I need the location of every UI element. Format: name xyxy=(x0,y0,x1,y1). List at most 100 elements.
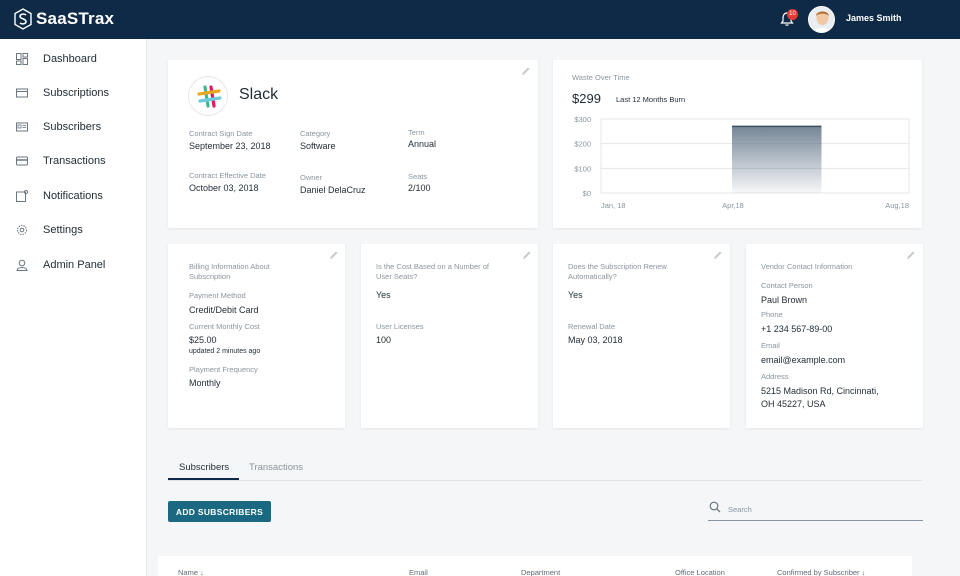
column-header-department[interactable]: Department xyxy=(521,568,561,576)
slack-icon xyxy=(197,85,222,108)
contract-effective-date: October 03, 2018 xyxy=(189,183,259,193)
user-name[interactable]: James Smith xyxy=(846,13,902,23)
vendor-contact-card: Vendor Contact Information Contact Perso… xyxy=(746,244,923,428)
owner-value: Daniel DelaCruz xyxy=(300,185,366,195)
address-line-1: 5215 Madison Rd, Cincinnati, xyxy=(761,386,879,396)
dashboard-icon xyxy=(16,53,28,65)
add-subscribers-button[interactable]: ADD SUBSCRIBERS xyxy=(168,501,271,522)
contract-effective-date-label: Contract Effective Date xyxy=(189,171,266,180)
category-value: Software xyxy=(300,141,336,151)
payment-frequency-label: Playment Frequency xyxy=(189,365,258,374)
top-bar: SaaSTrax 10 James Smith xyxy=(0,0,960,39)
contact-person-label: Contact Person xyxy=(761,281,813,290)
term-value: Annual xyxy=(408,139,437,149)
edit-icon[interactable] xyxy=(713,250,723,260)
edit-icon[interactable] xyxy=(522,250,532,260)
tab-transactions[interactable]: Transactions xyxy=(249,462,304,473)
phone-label: Phone xyxy=(761,310,783,319)
edit-icon[interactable] xyxy=(329,250,339,260)
transactions-icon xyxy=(16,156,28,166)
sidebar-item-label: Subscribers xyxy=(43,121,102,133)
tabs-divider xyxy=(168,480,922,481)
column-header-office-location[interactable]: Office Location xyxy=(675,568,725,576)
renewal-date-label: Renewal Date xyxy=(568,322,616,331)
seats-answer: Yes xyxy=(376,290,391,300)
app-name-title: Slack xyxy=(239,86,279,103)
admin-panel-icon xyxy=(16,259,28,271)
x-tick-label: Jan, 18 xyxy=(601,201,626,210)
sort-arrow-icon: ↓ xyxy=(200,568,204,576)
user-licenses-value: 100 xyxy=(376,335,392,345)
email-label: Email xyxy=(761,341,780,350)
monthly-cost-value: $25.00 xyxy=(189,335,217,345)
user-licenses-label: User Licenses xyxy=(376,322,424,331)
payment-method-value: Credit/Debit Card xyxy=(189,305,259,315)
vendor-title: Vendor Contact Information xyxy=(761,262,853,271)
term-label: Term xyxy=(408,128,425,137)
area-segment xyxy=(732,126,822,193)
payment-frequency-value: Monthly xyxy=(189,378,221,388)
sidebar-item-label: Admin Panel xyxy=(43,259,106,271)
sidebar-item-label: Notifications xyxy=(43,190,103,202)
contact-person-value: Paul Brown xyxy=(761,295,808,305)
renew-answer: Yes xyxy=(568,290,583,300)
column-header-name[interactable]: Name ↓ xyxy=(178,568,204,576)
y-tick-label: $300 xyxy=(574,115,591,124)
seats-value: 2/100 xyxy=(408,183,431,193)
sidebar-item-label: Transactions xyxy=(43,155,106,167)
subscriptions-icon xyxy=(16,88,28,98)
seats-question: Is the Cost Based on a Number of User Se… xyxy=(376,262,489,281)
address-line-2: OH 45227, USA xyxy=(761,399,826,409)
slack-logo xyxy=(188,76,228,116)
email-value[interactable]: email@example.com xyxy=(761,355,846,365)
column-header-email[interactable]: Email xyxy=(409,568,428,576)
sort-arrow-icon: ↓ xyxy=(861,568,866,576)
sidebar: Dashboard Subscriptions Subscribers Tran… xyxy=(0,39,147,576)
column-header-label: Name xyxy=(178,568,199,576)
sidebar-item-subscriptions[interactable]: Subscriptions xyxy=(0,78,147,108)
notifications-icon xyxy=(16,190,28,202)
settings-icon xyxy=(17,225,27,235)
waste-chart-card: Waste Over Time $299 Last 12 Months Burn… xyxy=(553,60,922,228)
payment-method-label: Payment Method xyxy=(189,291,246,300)
monthly-cost-label: Current Monthly Cost xyxy=(189,322,260,331)
app-details-card: Slack Contract Sign Date September 23, 2… xyxy=(168,60,538,228)
avatar-image xyxy=(809,7,834,32)
column-header-confirmed[interactable]: Confirmed by Subscriber ↓ xyxy=(777,568,865,576)
edit-icon[interactable] xyxy=(906,250,916,260)
y-tick-label: $0 xyxy=(583,189,591,198)
billing-title: Billing Information About Subscription xyxy=(189,262,270,281)
search-icon xyxy=(709,501,721,513)
tab-subscribers[interactable]: Subscribers xyxy=(179,462,230,473)
contract-sign-date-label: Contract Sign Date xyxy=(189,129,253,138)
billing-card: Billing Information About Subscription P… xyxy=(168,244,345,428)
address-label: Address xyxy=(761,372,789,381)
sidebar-item-label: Subscriptions xyxy=(43,87,110,99)
subscribers-table: Name ↓ Email Department Office Location … xyxy=(158,556,912,576)
sidebar-item-transactions[interactable]: Transactions xyxy=(0,146,147,176)
sidebar-item-subscribers[interactable]: Subscribers xyxy=(0,112,147,142)
logo-icon xyxy=(14,8,32,30)
contract-sign-date: September 23, 2018 xyxy=(189,141,271,151)
search-box xyxy=(708,498,923,521)
app-logo[interactable]: SaaSTrax xyxy=(14,8,114,30)
y-tick-label: $100 xyxy=(574,164,591,173)
y-tick-label: $200 xyxy=(574,140,591,149)
sidebar-item-admin-panel[interactable]: Admin Panel xyxy=(0,250,147,280)
renew-question: Does the Subscription Renew Automaticall… xyxy=(568,262,667,281)
x-tick-label: Apr,18 xyxy=(722,201,744,210)
monthly-cost-updated: updated 2 minutes ago xyxy=(189,348,261,355)
column-header-label: Confirmed by Subscriber xyxy=(777,568,860,576)
waste-amount: $299 xyxy=(572,91,601,106)
avatar[interactable] xyxy=(808,6,835,33)
sidebar-item-dashboard[interactable]: Dashboard xyxy=(0,44,147,74)
waste-chart: $300 $200 $100 $0 Jan, 18 Apr,18 Aug,18 xyxy=(574,115,910,210)
waste-subtitle: Last 12 Months Burn xyxy=(616,95,686,104)
edit-icon[interactable] xyxy=(521,66,531,76)
sidebar-item-notifications[interactable]: Notifications xyxy=(0,181,147,211)
sidebar-item-settings[interactable]: Settings xyxy=(0,215,147,245)
owner-label: Owner xyxy=(300,173,323,182)
search-input[interactable] xyxy=(728,502,918,516)
category-label: Category xyxy=(300,129,331,138)
renewal-card: Does the Subscription Renew Automaticall… xyxy=(553,244,730,428)
